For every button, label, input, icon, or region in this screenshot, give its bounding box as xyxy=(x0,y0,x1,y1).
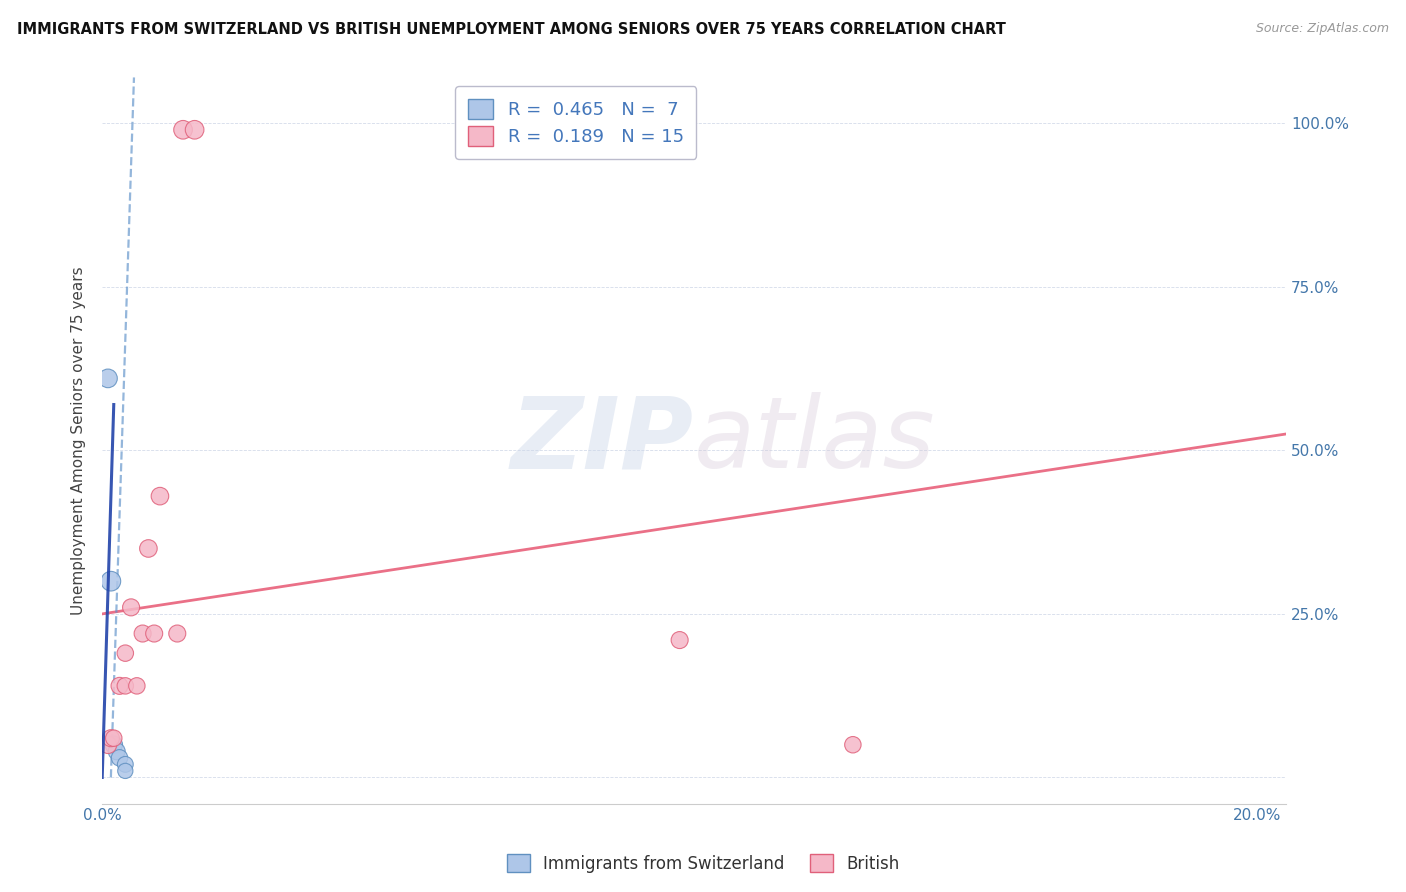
Text: Source: ZipAtlas.com: Source: ZipAtlas.com xyxy=(1256,22,1389,36)
Point xyxy=(108,751,131,765)
Point xyxy=(149,489,172,503)
Text: IMMIGRANTS FROM SWITZERLAND VS BRITISH UNEMPLOYMENT AMONG SENIORS OVER 75 YEARS : IMMIGRANTS FROM SWITZERLAND VS BRITISH U… xyxy=(17,22,1005,37)
Point xyxy=(183,122,205,136)
Point xyxy=(97,738,120,752)
Y-axis label: Unemployment Among Seniors over 75 years: Unemployment Among Seniors over 75 years xyxy=(72,266,86,615)
Point xyxy=(125,679,148,693)
Point xyxy=(668,633,690,648)
Text: atlas: atlas xyxy=(695,392,936,489)
Point xyxy=(114,679,136,693)
Point xyxy=(97,371,120,385)
Legend: R =  0.465   N =  7, R =  0.189   N = 15: R = 0.465 N = 7, R = 0.189 N = 15 xyxy=(456,87,696,159)
Point xyxy=(842,738,865,752)
Legend: Immigrants from Switzerland, British: Immigrants from Switzerland, British xyxy=(501,847,905,880)
Point xyxy=(114,764,136,778)
Point xyxy=(114,757,136,772)
Point xyxy=(114,646,136,660)
Point xyxy=(108,679,131,693)
Point xyxy=(166,626,188,640)
Point xyxy=(105,744,128,758)
Point xyxy=(100,731,122,746)
Text: ZIP: ZIP xyxy=(512,392,695,489)
Point xyxy=(120,600,142,615)
Point xyxy=(143,626,166,640)
Point xyxy=(100,574,122,589)
Point xyxy=(172,122,194,136)
Point xyxy=(103,738,125,752)
Point xyxy=(138,541,160,556)
Point xyxy=(131,626,153,640)
Point xyxy=(103,731,125,746)
